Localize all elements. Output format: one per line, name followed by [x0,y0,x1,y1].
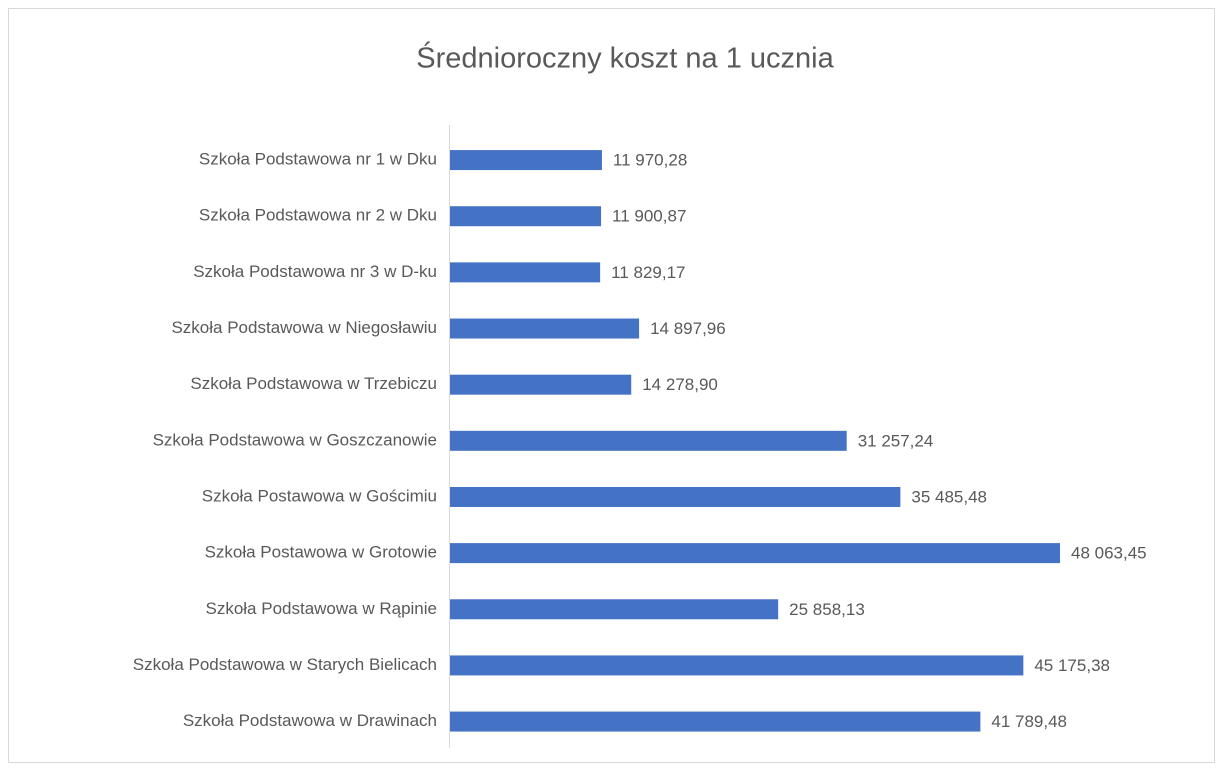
data-label: 11 900,87 [612,207,686,226]
data-label: 31 257,24 [858,431,934,450]
category-label: Szkoła Podstawowa w Niegosławiu [171,318,437,337]
bar [450,711,981,732]
data-label: 41 789,48 [991,712,1067,731]
category-label: Szkoła Podstawowa nr 1 w Dku [199,150,437,169]
data-label: 45 175,38 [1034,656,1110,675]
data-label: 11 970,28 [613,151,687,170]
chart-title: Średnioroczny koszt na 1 ucznia [416,41,834,75]
bar [450,374,632,395]
data-label: 14 278,90 [642,375,718,394]
data-label: 25 858,13 [789,600,865,619]
category-label: Szkoła Podstawowa w Starych Bielicach [133,655,437,674]
bar [450,262,601,283]
category-label: Szkoła Podstawowa nr 3 w D-ku [193,262,437,281]
bar [450,318,640,339]
data-label: 48 063,45 [1071,544,1147,563]
category-label: Szkoła Podstawowa w Goszczanowie [153,430,437,449]
bar [450,430,847,451]
category-label: Szkoła Postawowa w Grotowie [205,543,437,562]
bar [450,599,779,620]
data-label: 35 485,48 [911,487,987,506]
bar [450,543,1060,564]
category-label: Szkoła Podstawowa w Trzebiczu [190,374,437,393]
category-label: Szkoła Podstawowa w Drawinach [183,711,437,730]
category-label: Szkoła Podstawowa w Rąpinie [205,599,437,618]
data-label: 14 897,96 [650,319,726,338]
data-label: 11 829,17 [611,263,685,282]
category-label: Szkoła Podstawowa nr 2 w Dku [199,206,437,225]
bar [450,206,602,227]
bar [450,486,901,507]
category-label: Szkoła Postawowa w Gościmiu [202,486,437,505]
bar [450,150,602,171]
bar [450,655,1024,676]
